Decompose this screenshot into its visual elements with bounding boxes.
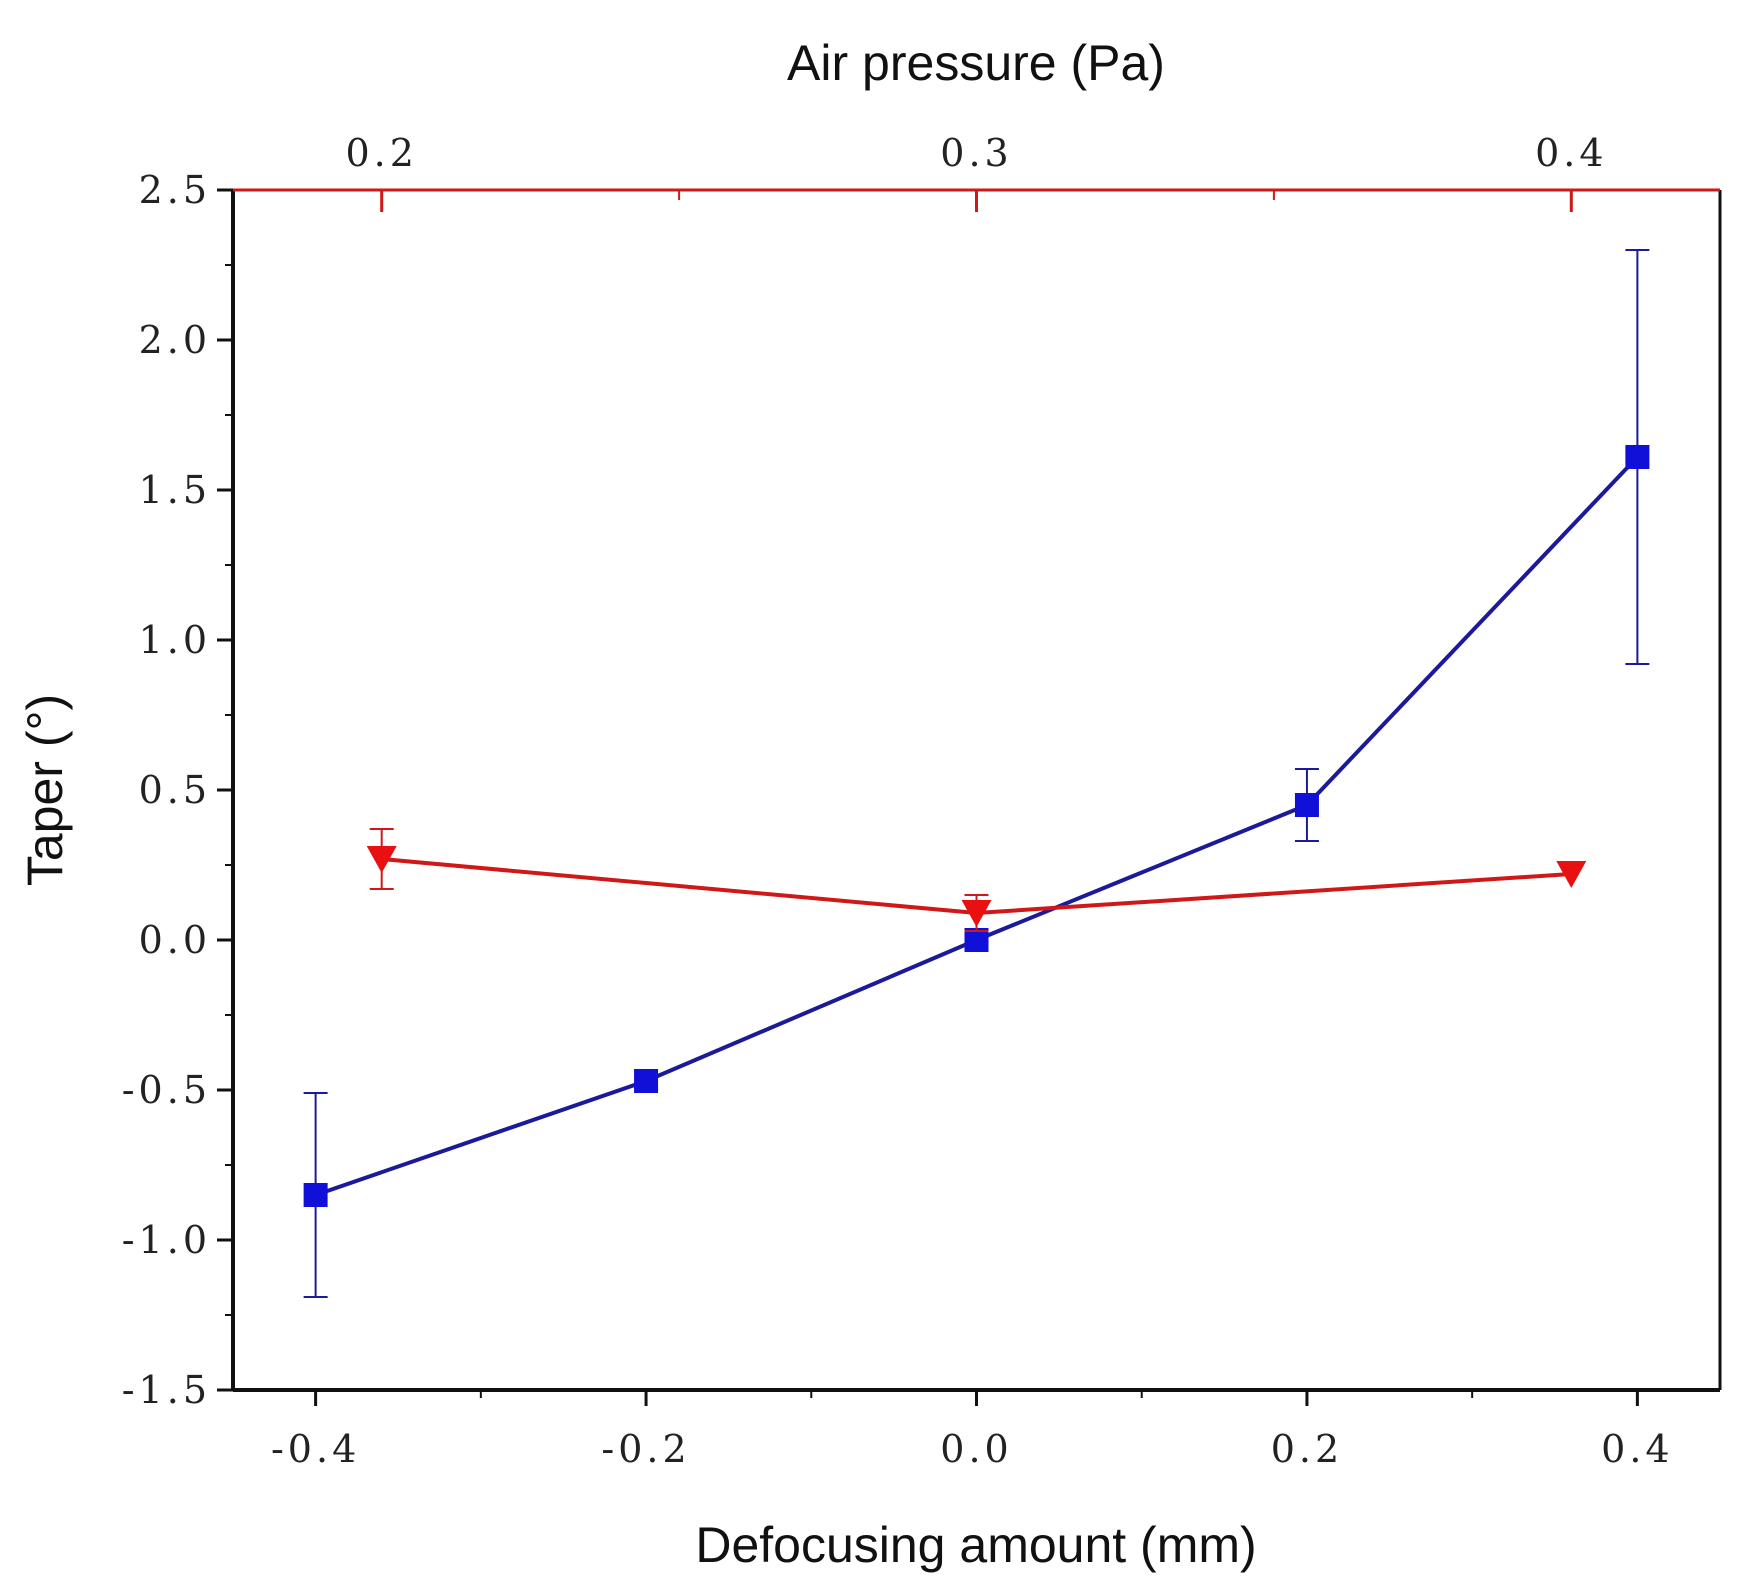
y-tick-label: 1.5 (139, 468, 211, 512)
data-point-triangle (366, 846, 397, 873)
series-air-pressure (366, 828, 1587, 932)
x2-tick-label: 0.2 (345, 131, 417, 175)
data-point-triangle (1556, 861, 1587, 888)
y-axis-title: Taper (°) (17, 694, 73, 886)
y-tick-label: -0.5 (122, 1068, 211, 1112)
y-tick-label: 0.0 (139, 918, 211, 962)
x2-tick-label: 0.4 (1535, 131, 1607, 175)
x-tick-label: 0.2 (1271, 1427, 1343, 1471)
x-tick-label: -0.4 (271, 1427, 360, 1471)
x-tick-label: 0.0 (940, 1427, 1012, 1471)
y-tick-label: 1.0 (139, 618, 211, 662)
y-tick-label: 2.0 (139, 318, 211, 362)
data-point-square (1294, 793, 1319, 817)
y-tick-label: -1.5 (122, 1368, 211, 1412)
x-axis-title: Defocusing amount (mm) (695, 1517, 1256, 1573)
top-axis-title: Air pressure (Pa) (787, 35, 1165, 91)
series-line (314, 455, 1639, 1197)
data-point-square (634, 1069, 659, 1093)
y-tick-label: 2.5 (139, 168, 211, 212)
x-tick-label: 0.4 (1601, 1427, 1673, 1471)
series-layer (303, 249, 1650, 1298)
x2-tick-label: 0.3 (940, 131, 1012, 175)
series-defocusing (303, 249, 1650, 1298)
y-tick-label: 0.5 (139, 768, 211, 812)
plot-frame (233, 190, 1720, 1390)
data-point-square (1625, 445, 1650, 469)
y-tick-label: -1.0 (122, 1218, 211, 1262)
data-point-triangle (961, 900, 992, 927)
axis-ticks: -1.5 -1.0 -0.5 0.0 0.5 1.0 1.5 2.0 2.5 -0.4 -0.2 0.… (122, 131, 1673, 1471)
x-tick-label: -0.2 (601, 1427, 690, 1471)
plot-area (231, 188, 1722, 1392)
data-point-square (303, 1183, 328, 1207)
